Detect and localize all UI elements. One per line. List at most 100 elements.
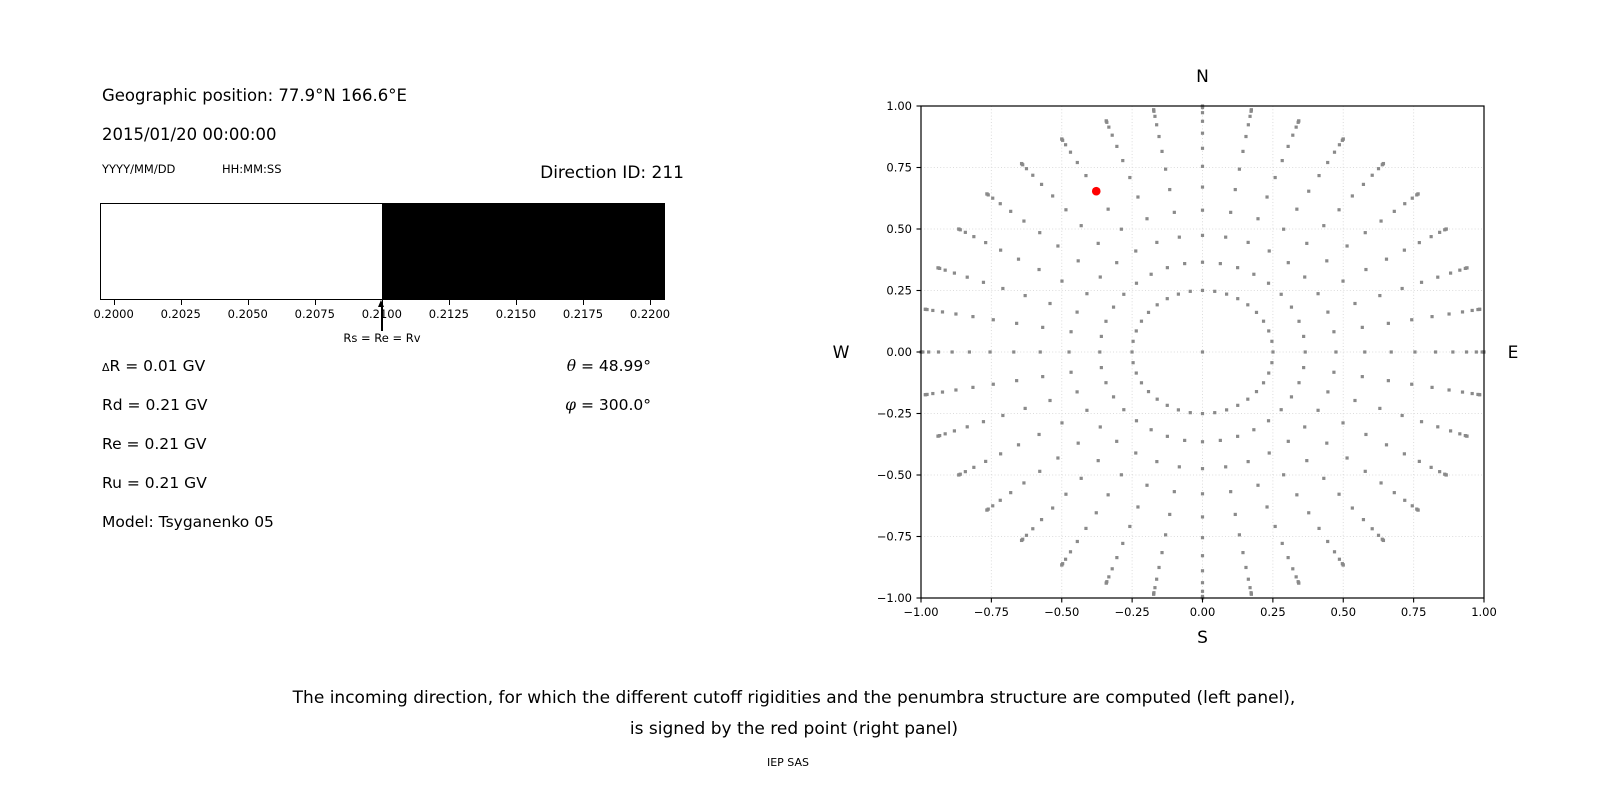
annotation-label: Rs = Re = Rv [343, 331, 421, 345]
direction-dot [1023, 293, 1027, 298]
direction-dot [1094, 511, 1098, 515]
direction-dot [1200, 131, 1205, 135]
direction-dot [1289, 305, 1294, 309]
penumbra-tick-label: 0.2200 [629, 307, 671, 321]
direction-dot [1131, 339, 1135, 343]
direction-dot [1389, 350, 1393, 354]
direction-dot [1160, 551, 1164, 555]
direction-dot [1280, 158, 1284, 163]
direction-dot [1200, 536, 1205, 540]
direction-dot [1403, 498, 1407, 502]
direction-dot [1241, 551, 1245, 555]
direction-dot [1254, 389, 1259, 394]
direction-dot [1297, 119, 1301, 123]
direction-dot [1303, 350, 1307, 354]
direction-dot [1157, 565, 1161, 570]
direction-dot [1436, 275, 1440, 279]
compass-label-north: N [1196, 67, 1209, 87]
direction-dot [1270, 361, 1274, 365]
penumbra-forbidden-band [381, 204, 664, 299]
direction-dot [1430, 385, 1434, 389]
direction-dot [1031, 527, 1035, 531]
direction-dot [1303, 425, 1307, 429]
direction-dot [1024, 167, 1029, 171]
direction-dot [1176, 408, 1180, 412]
direction-dot [1448, 429, 1453, 433]
direction-dot [1056, 456, 1060, 460]
direction-dot [1261, 319, 1266, 323]
direction-dot [1474, 350, 1478, 354]
penumbra-tick-label: 0.2025 [160, 307, 201, 321]
direction-dot [1244, 134, 1248, 139]
direction-dot [1478, 307, 1482, 311]
direction-dot [1224, 235, 1228, 239]
direction-dot [1246, 397, 1250, 401]
direction-dot [1119, 227, 1123, 231]
datetime-text: 2015/01/20 00:00:00 [102, 125, 277, 144]
direction-dot [1152, 592, 1156, 596]
direction-dot [963, 230, 967, 234]
direction-dot [1410, 504, 1414, 508]
direction-dot [957, 473, 961, 477]
direction-dot [967, 350, 972, 354]
direction-dot [950, 350, 954, 354]
direction-dot [1265, 195, 1269, 199]
direction-dot [1392, 209, 1396, 213]
direction-dot [1064, 208, 1068, 212]
direction-dot [1236, 434, 1240, 438]
direction-dot [1252, 272, 1256, 276]
direction-dot [1341, 137, 1345, 141]
phi-text: φ = 300.0° [565, 396, 651, 414]
direction-dot [1037, 267, 1041, 272]
penumbra-tick [180, 300, 182, 305]
direction-dot [1146, 310, 1151, 315]
direction-dot [1136, 195, 1140, 199]
x-tick-label: −0.75 [974, 605, 1009, 619]
direction-dot [1286, 556, 1290, 560]
direction-dot [1098, 275, 1102, 279]
direction-dot [1295, 207, 1299, 211]
direction-dot [1165, 434, 1169, 438]
direction-dot [1067, 350, 1071, 354]
direction-dot [1213, 411, 1217, 415]
direction-dot [1381, 161, 1386, 166]
direction-dot [1248, 114, 1252, 118]
theta-text: θ = 48.99° [566, 357, 651, 375]
direction-dot [940, 310, 945, 314]
direction-dot [1246, 577, 1250, 581]
direction-dot [1200, 554, 1205, 558]
direction-dot [1282, 227, 1286, 231]
direction-dot [1121, 158, 1125, 163]
direction-dot [1291, 567, 1295, 571]
direction-dot [1297, 581, 1301, 585]
direction-dot [1110, 133, 1114, 137]
direction-dot [981, 280, 986, 284]
direction-dot [1416, 508, 1420, 512]
direction-dot [1015, 321, 1019, 325]
direction-dot [1291, 133, 1295, 137]
direction-dot [1060, 279, 1064, 283]
direction-dot [1376, 167, 1381, 171]
direction-dot [1400, 286, 1404, 291]
direction-dot [1305, 459, 1309, 463]
direction-dot [1363, 231, 1367, 235]
penumbra-tick [515, 300, 518, 305]
direction-dot [963, 470, 967, 474]
penumbra-tick [314, 300, 316, 305]
direction-dot [1051, 194, 1055, 198]
direction-dot [1106, 493, 1110, 497]
direction-dot [1297, 319, 1301, 323]
direction-dot [1200, 164, 1205, 168]
direction-dot [1325, 259, 1329, 263]
direction-dot [1200, 589, 1205, 593]
penumbra-tick-label: 0.2125 [428, 307, 469, 321]
direction-dot [1289, 395, 1294, 399]
direction-dot [1200, 208, 1205, 212]
direction-dot [936, 266, 940, 270]
direction-dot [1200, 440, 1205, 444]
direction-dot [1099, 365, 1103, 370]
direction-dot [1363, 350, 1367, 354]
direction-dot [1121, 541, 1125, 546]
direction-dot [1079, 224, 1083, 228]
y-tick-label: 0.00 [886, 345, 912, 359]
